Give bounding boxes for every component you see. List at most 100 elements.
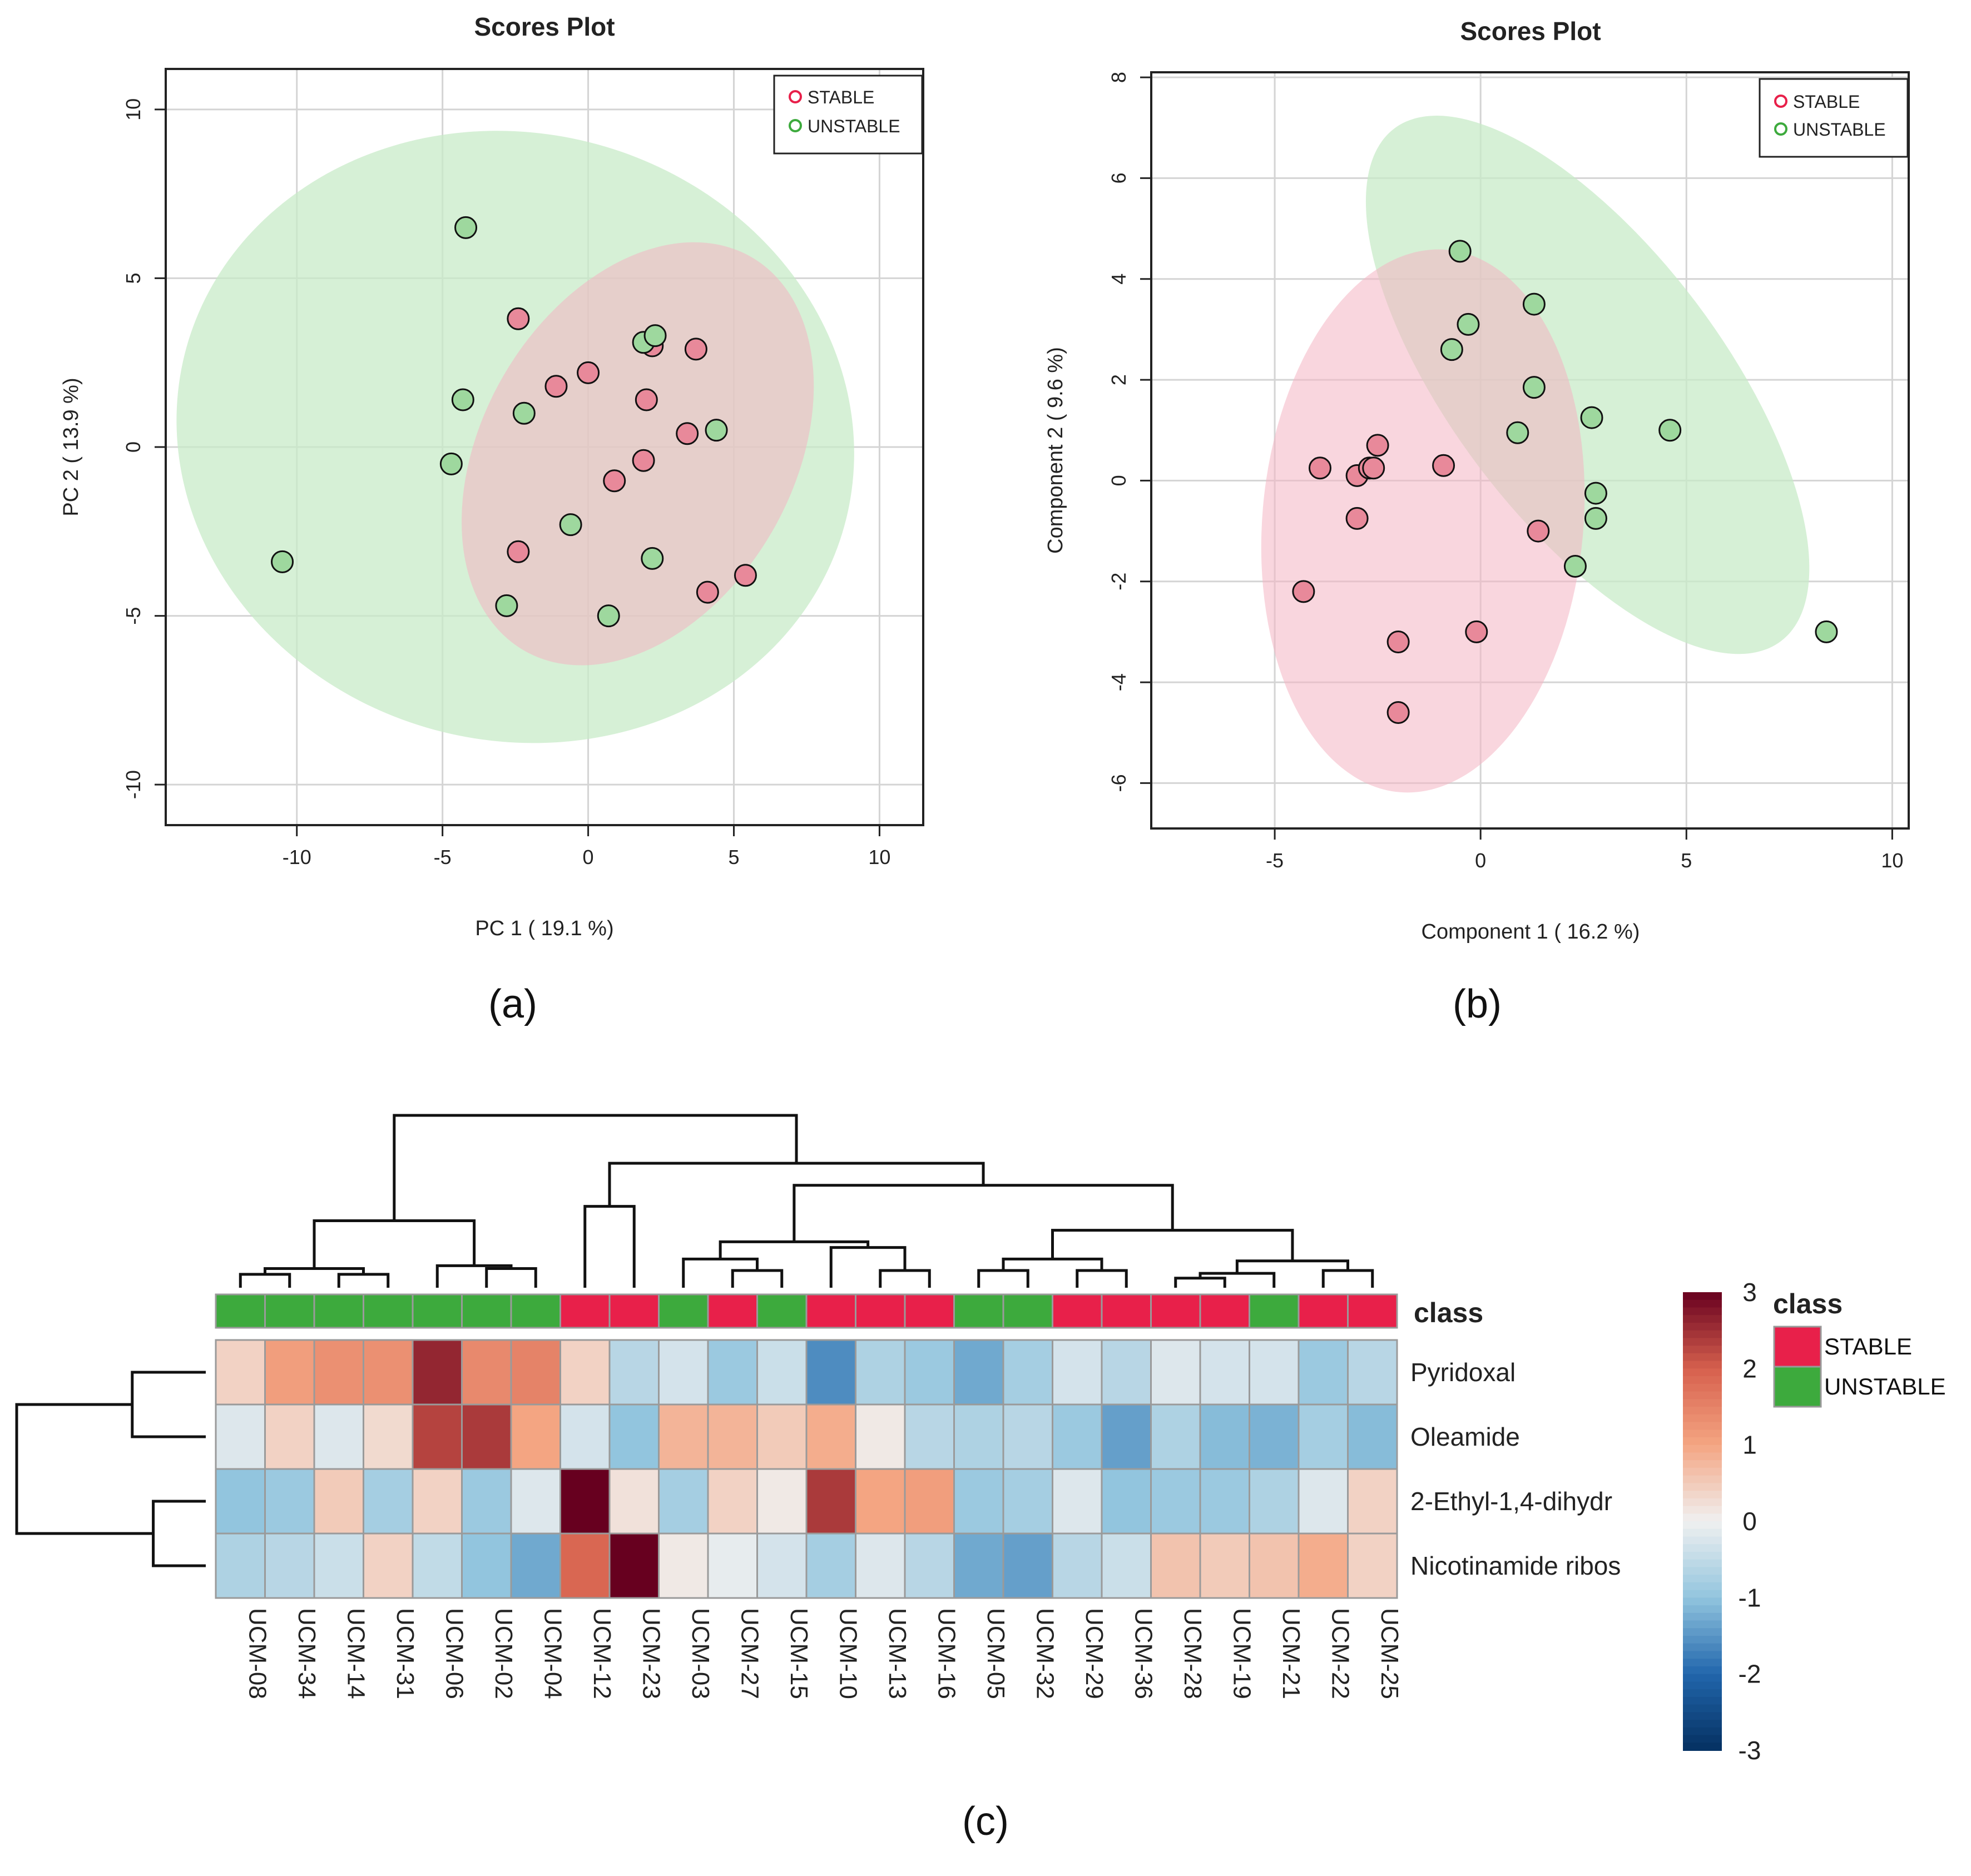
- plot-a-point-unstable-6: [597, 604, 620, 628]
- plot-a-point-unstable-10: [705, 419, 728, 442]
- heatmap-cell-0-6: [510, 1339, 561, 1406]
- column-dendrogram-link-3: [485, 1267, 537, 1288]
- heatmap-cell-3-18: [1101, 1532, 1152, 1599]
- colorbar-segment-38: [1683, 1582, 1722, 1591]
- plot-b-point-unstable-8: [1584, 482, 1607, 505]
- plot-b-point-stable-8: [1292, 580, 1315, 603]
- colorbar-segment-3: [1683, 1315, 1722, 1323]
- plot-b-ellipse-unstable: [1365, 116, 1810, 654]
- plot-a-point-stable-2: [577, 361, 600, 384]
- heatmap-cell-2-22: [1298, 1468, 1349, 1535]
- heatmap-cell-2-19: [1150, 1468, 1201, 1535]
- heatmap-column-label-10: UCM-27: [736, 1608, 763, 1699]
- plot-a-legend-stable: STABLE: [808, 87, 874, 107]
- heatmap-cell-1-0: [215, 1403, 266, 1470]
- plot-a-xtick-label-4: 10: [868, 846, 890, 868]
- row-dendrogram-link-0: [131, 1371, 206, 1438]
- colorbar-segment-5: [1683, 1330, 1722, 1339]
- colorbar-segment-39: [1683, 1590, 1722, 1599]
- heatmap-cell-2-18: [1101, 1468, 1152, 1535]
- heatmap-cell-2-6: [510, 1468, 561, 1535]
- scores-plot-a: Scores Plot -10 -5 0 5 10 -10 -5 0 5 10 PC 1 ( 19…: [60, 12, 924, 1026]
- plot-b-ellipses: [1261, 116, 1810, 793]
- plot-b-point-unstable-3: [1440, 338, 1463, 361]
- heatmap-cell-3-3: [363, 1532, 414, 1599]
- row-dendrogram-link-1: [152, 1500, 206, 1567]
- colorbar-segment-6: [1683, 1338, 1722, 1347]
- class-legend-stable-swatch: [1773, 1326, 1822, 1368]
- colorbar-tick-label-6: -3: [1739, 1736, 1761, 1765]
- heatmap-cell-1-9: [658, 1403, 709, 1470]
- heatmap-cell-3-22: [1298, 1532, 1349, 1599]
- colorbar-segment-1: [1683, 1299, 1722, 1308]
- column-dendrogram-link-5: [313, 1219, 476, 1269]
- colorbar-segment-53: [1683, 1696, 1722, 1705]
- heatmap-column-label-3: UCM-31: [392, 1608, 419, 1699]
- heatmap-cell-3-5: [461, 1532, 512, 1599]
- plot-b-point-stable-6: [1345, 507, 1369, 530]
- plot-b-point-unstable-1: [1522, 292, 1546, 316]
- heatmap-cell-0-21: [1249, 1339, 1300, 1406]
- heatmap-column-labels: UCM-08 UCM-34 UCM-14 UCM-31 UCM-06 UCM-02 UCM-…: [244, 1608, 1403, 1699]
- plot-b-point-unstable-10: [1563, 555, 1587, 578]
- class-bar: [215, 1293, 1398, 1329]
- column-dendrogram-link-0: [239, 1273, 291, 1288]
- colorbar-segment-23: [1683, 1467, 1722, 1476]
- heatmap-row-label-3: Nicotinamide ribos: [1410, 1551, 1621, 1580]
- class-bar-cell-2: [313, 1293, 364, 1329]
- colorbar-segment-49: [1683, 1666, 1722, 1675]
- colorbar-tick-label-0: 3: [1742, 1278, 1757, 1307]
- plot-b-point-unstable-11: [1815, 620, 1838, 643]
- plot-a-point-stable-11: [734, 564, 757, 587]
- plot-a-point-stable-10: [696, 580, 719, 604]
- colorbar-segment-12: [1683, 1383, 1722, 1392]
- heatmap-column-label-8: UCM-23: [637, 1608, 665, 1699]
- colorbar-segment-59: [1683, 1743, 1722, 1751]
- panel-label-a: (a): [488, 982, 537, 1026]
- heatmap-cell-0-0: [215, 1339, 266, 1406]
- heatmap-cell-0-11: [756, 1339, 808, 1406]
- heatmap-cell-0-22: [1298, 1339, 1349, 1406]
- colorbar-segment-29: [1683, 1513, 1722, 1522]
- colorbar-segment-25: [1683, 1483, 1722, 1492]
- heatmap-column-label-19: UCM-28: [1179, 1608, 1206, 1699]
- colorbar-tick-label-5: -2: [1739, 1660, 1761, 1689]
- heatmap-cell-1-5: [461, 1403, 512, 1470]
- plot-a-point-unstable-3: [439, 452, 463, 475]
- colorbar-segment-43: [1683, 1620, 1722, 1629]
- plot-a-point-stable-5: [635, 388, 658, 411]
- heatmap-cell-1-18: [1101, 1403, 1152, 1470]
- heatmap-cell-1-22: [1298, 1403, 1349, 1470]
- plot-b-legend-stable-icon: [1774, 95, 1787, 108]
- plot-a-point-unstable-4: [559, 513, 582, 537]
- heatmap-cell-0-10: [707, 1339, 758, 1406]
- heatmap-cell-3-15: [953, 1532, 1004, 1599]
- colorbar-segment-57: [1683, 1727, 1722, 1736]
- heatmap-cell-0-23: [1347, 1339, 1398, 1406]
- plot-a-point-stable-4: [684, 338, 707, 361]
- plot-a-point-unstable-11: [271, 550, 294, 573]
- colorbar-segment-11: [1683, 1376, 1722, 1384]
- class-bar-cell-12: [805, 1293, 856, 1329]
- heatmap-cell-1-10: [707, 1403, 758, 1470]
- class-bar-cell-3: [363, 1293, 414, 1329]
- heatmap-column-label-15: UCM-05: [982, 1608, 1009, 1699]
- heatmap-row-label-2: 2-Ethyl-1,4-dihydr: [1410, 1487, 1612, 1516]
- plot-b-points: [1292, 240, 1838, 724]
- heatmap-cell-1-21: [1249, 1403, 1300, 1470]
- plot-a-legend: STABLE UNSTABLE: [773, 75, 923, 155]
- plot-b-ellipse-stable: [1261, 249, 1585, 793]
- plot-b-ytick-label-6: 6: [1107, 172, 1130, 183]
- panel-label-c: (c): [962, 1799, 1009, 1844]
- class-bar-label: class: [1414, 1297, 1483, 1328]
- heatmap-column-label-23: UCM-25: [1376, 1608, 1403, 1699]
- colorbar-segment-35: [1683, 1559, 1722, 1568]
- heatmap-cell-3-6: [510, 1532, 561, 1599]
- class-bar-cell-6: [510, 1293, 561, 1329]
- plot-a-point-stable-0: [507, 307, 530, 330]
- column-dendrogram-link-22: [393, 1114, 798, 1221]
- plot-b-ytick-label-1: -4: [1107, 673, 1130, 691]
- plot-a-point-stable-6: [676, 422, 699, 445]
- heatmap-cell-3-19: [1150, 1532, 1201, 1599]
- colorbar-segment-45: [1683, 1636, 1722, 1644]
